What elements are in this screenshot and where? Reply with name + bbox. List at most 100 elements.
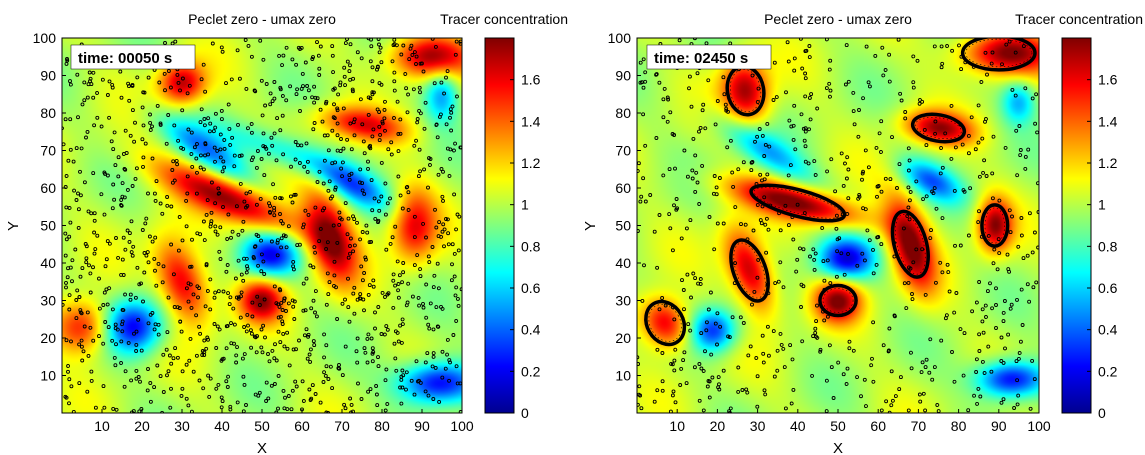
x-ticks-2: 10 20 30 40 50 60 70 80 90 100 — [669, 409, 1051, 434]
time-label-2: time: 02450 s — [654, 50, 748, 67]
x-tick-label: 70 — [911, 418, 927, 434]
colorbar-tick-label: 1.2 — [1098, 155, 1118, 171]
y-tick-label: 10 — [40, 368, 56, 384]
colorbar-tick-label: 0.6 — [1098, 280, 1118, 296]
y-ticks-1: 10 20 30 40 50 60 70 80 90 100 — [33, 30, 66, 384]
time-label-1: time: 00050 s — [78, 50, 172, 67]
colorbar-tick-label: 1.6 — [521, 72, 541, 88]
x-tick-label: 90 — [414, 418, 430, 434]
y-tick-label: 80 — [615, 105, 631, 121]
particle-cluster — [960, 38, 1037, 72]
colorbar-tick-label: 1.4 — [1098, 113, 1118, 129]
colorbar-ticks-2: 0 0.2 0.4 0.6 0.8 1 1.2 1.4 1.6 — [1087, 72, 1118, 421]
colorbar-ticks-1: 0 0.2 0.4 0.6 0.8 1 1.2 1.4 1.6 — [510, 72, 541, 421]
particle-markers — [62, 38, 462, 413]
colorbar-2: 0 0.2 0.4 0.6 0.8 1 1.2 1.4 1.6 — [1061, 37, 1118, 421]
plot-area-1 — [62, 38, 462, 413]
colorbar-tick-label: 0 — [521, 405, 529, 421]
particles-2 — [637, 38, 1039, 413]
particles-1 — [62, 38, 462, 413]
y-tick-label: 90 — [615, 68, 631, 84]
colorbar-tick-label: 0.2 — [521, 363, 541, 379]
particle-cluster-interior — [965, 38, 1033, 68]
colorbar-tick-label: 1 — [521, 197, 529, 213]
x-tick-label: 40 — [790, 418, 806, 434]
chart-title-2: Peclet zero - umax zero — [764, 11, 912, 27]
panel-1: Peclet zero - umax zero Tracer concentra… — [5, 11, 568, 455]
colorbar-tick-label: 0.4 — [1098, 322, 1118, 338]
colorbar-gradient-1 — [484, 37, 515, 414]
particle-cluster — [910, 112, 967, 144]
y-axis-label-1: Y — [5, 221, 22, 231]
y-tick-label: 40 — [40, 255, 56, 271]
time-box-bg-2 — [646, 44, 772, 70]
x-tick-label: 40 — [214, 418, 230, 434]
particle-cluster — [980, 203, 1010, 248]
y-tick-label: 30 — [40, 293, 56, 309]
y-tick-label: 100 — [608, 30, 632, 46]
colorbar-tick-label: 0.8 — [1098, 238, 1118, 254]
y-tick-label: 70 — [615, 143, 631, 159]
heatmap-2 — [637, 38, 1039, 413]
particle-cluster-interior — [729, 68, 762, 113]
colorbar-title-1: Tracer concentration — [440, 11, 568, 27]
x-tick-label: 80 — [374, 418, 390, 434]
colorbar-1: 0 0.2 0.4 0.6 0.8 1 1.2 1.4 1.6 — [484, 37, 541, 421]
heatmap-1 — [62, 38, 462, 413]
y-axis-label-2: Y — [582, 221, 599, 231]
particle-cluster-interior — [733, 242, 766, 299]
x-tick-label: 60 — [870, 418, 886, 434]
y-tick-label: 70 — [40, 143, 56, 159]
x-tick-label: 30 — [174, 418, 190, 434]
x-tick-label: 50 — [830, 418, 846, 434]
y-tick-label: 100 — [33, 30, 57, 46]
plot-area-2 — [637, 38, 1039, 413]
time-box-bg-1 — [70, 44, 196, 70]
particle-cluster-interior — [984, 207, 1005, 244]
particle-cluster — [644, 299, 687, 347]
colorbar-tick-label: 1.6 — [1098, 72, 1118, 88]
y-tick-label: 30 — [615, 293, 631, 309]
particle-cluster — [729, 238, 770, 303]
x-tick-label: 10 — [94, 418, 110, 434]
x-axis-label-2: X — [833, 440, 843, 455]
colorbar-tick-label: 0.2 — [1098, 363, 1118, 379]
y-tick-label: 40 — [615, 255, 631, 271]
x-ticks-1: 10 20 30 40 50 60 70 80 90 100 — [94, 409, 474, 434]
colorbar-tick-label: 0.8 — [521, 238, 541, 254]
x-axis-label-1: X — [257, 440, 267, 455]
colorbar-gradient-2 — [1061, 37, 1092, 414]
chart-title-1: Peclet zero - umax zero — [188, 11, 336, 27]
x-tick-label: 100 — [1027, 418, 1051, 434]
y-tick-label: 90 — [40, 68, 56, 84]
x-tick-label: 20 — [710, 418, 726, 434]
x-tick-label: 90 — [991, 418, 1007, 434]
y-ticks-2: 10 20 30 40 50 60 70 80 90 100 — [608, 30, 641, 384]
y-tick-label: 60 — [615, 180, 631, 196]
y-tick-label: 50 — [615, 218, 631, 234]
x-tick-label: 80 — [951, 418, 967, 434]
y-tick-label: 60 — [40, 180, 56, 196]
colorbar-tick-label: 0.6 — [521, 280, 541, 296]
time-box-1: time: 00050 s — [70, 44, 196, 70]
colorbar-title-2: Tracer concentration — [1015, 11, 1143, 27]
time-box-2: time: 02450 s — [646, 44, 772, 70]
x-tick-label: 20 — [134, 418, 150, 434]
x-tick-label: 10 — [669, 418, 685, 434]
particle-cluster-interior — [648, 304, 682, 342]
x-tick-label: 70 — [334, 418, 350, 434]
colorbar-tick-label: 0.4 — [521, 322, 541, 338]
particle-cluster-interior — [895, 214, 926, 275]
particle-cluster — [890, 209, 930, 279]
y-tick-label: 10 — [615, 368, 631, 384]
x-tick-label: 50 — [254, 418, 270, 434]
y-tick-label: 50 — [40, 218, 56, 234]
particle-clusters-2 — [644, 38, 1037, 347]
colorbar-tick-label: 1.2 — [521, 155, 541, 171]
particle-markers — [637, 38, 1039, 413]
colorbar-tick-label: 1.4 — [521, 113, 541, 129]
y-tick-label: 20 — [40, 330, 56, 346]
panel-2: Peclet zero - umax zero Tracer concentra… — [582, 11, 1143, 455]
particle-cluster — [749, 183, 847, 223]
